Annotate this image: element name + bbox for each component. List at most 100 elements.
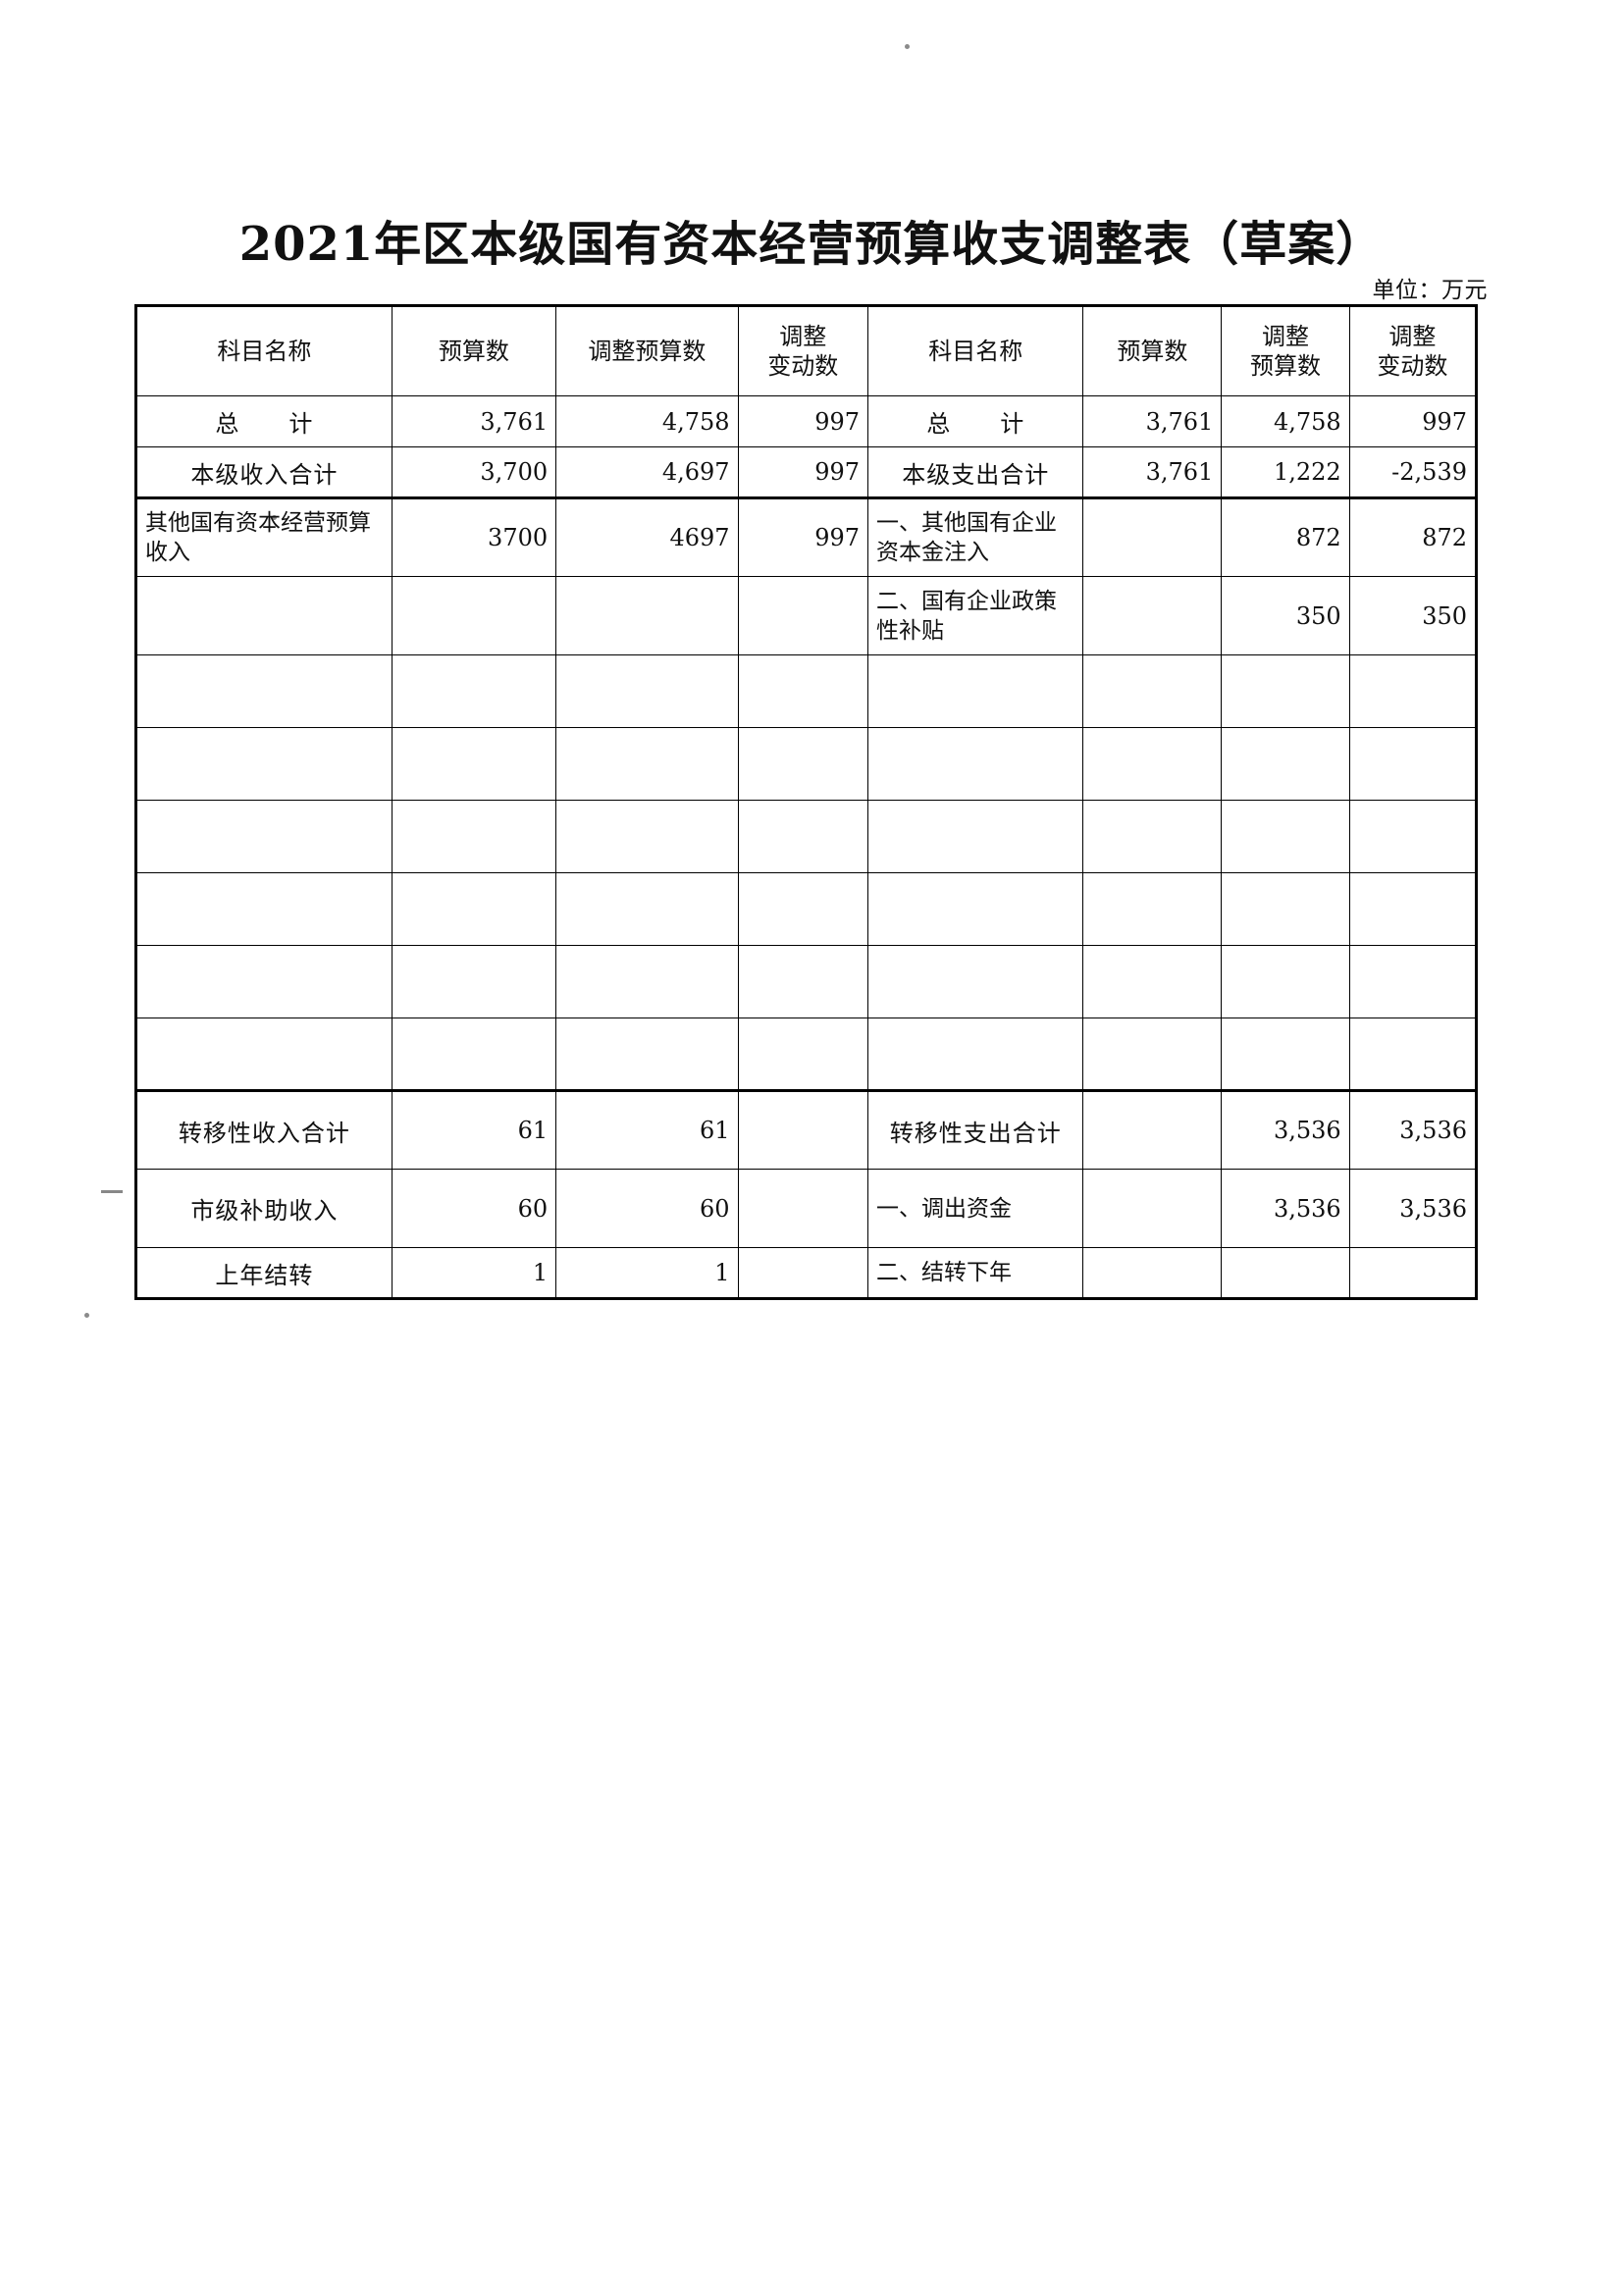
cell-right-budget [1082,576,1223,655]
table-row: 上年结转 1 1 二、结转下年 [135,1247,1478,1299]
cell-right-change: 350 [1348,576,1478,655]
table-row [135,800,1478,873]
cell-right-adjusted-budget: 3,536 [1221,1169,1350,1248]
cell-left-budget: 3700 [391,497,557,577]
cell-right-change: -2,539 [1348,446,1478,499]
cell-right-adjusted-budget [1221,1247,1350,1299]
cell-right-budget [1082,945,1223,1018]
header-left-budget: 预算数 [391,305,557,396]
cell-right-name [867,1018,1084,1092]
table-row: 本级收入合计 3,700 4,697 997 本级支出合计 3,761 1,222 -2,53… [135,446,1478,499]
cell-left-name [135,576,393,655]
cell-left-change [737,1169,869,1248]
cell-right-adjusted-budget [1221,654,1350,728]
cell-right-name: 本级支出合计 [867,446,1084,499]
cell-left-budget [391,872,557,946]
cell-right-name: 一、调出资金 [867,1169,1084,1248]
cell-left-change: 997 [737,446,869,499]
cell-right-change [1348,1247,1478,1299]
cell-left-change [737,576,869,655]
cell-right-adjusted-budget: 4,758 [1221,395,1350,447]
scan-artifact-bottom-left [84,1313,89,1318]
cell-right-name [867,945,1084,1018]
cell-left-name: 转移性收入合计 [135,1090,393,1170]
cell-left-change [737,1018,869,1092]
cell-left-budget: 61 [391,1090,557,1170]
cell-right-adjusted-budget: 350 [1221,576,1350,655]
cell-left-adjusted-budget: 4697 [555,497,739,577]
cell-left-adjusted-budget [555,872,739,946]
table-row: 总 计 3,761 4,758 997 总 计 3,761 4,758 997 [135,395,1478,447]
cell-left-name: 上年结转 [135,1247,393,1299]
cell-right-budget: 3,761 [1082,395,1223,447]
header-row: 科目名称 预算数 调整预算数 调整 变动数 科目名称 预算数 调整 预算数 调整… [135,305,1478,396]
cell-left-change [737,654,869,728]
cell-right-change: 3,536 [1348,1169,1478,1248]
cell-right-name: 总 计 [867,395,1084,447]
cell-right-change: 997 [1348,395,1478,447]
page-title: 2021年区本级国有资本经营预算收支调整表（草案） [238,217,1385,273]
table-row: 其他国有资本经营预算收入 3700 4697 997 一、其他国有企业资本金注入 872 8… [135,497,1478,577]
cell-left-adjusted-budget: 60 [555,1169,739,1248]
cell-right-budget [1082,800,1223,873]
cell-left-adjusted-budget [555,654,739,728]
cell-right-change [1348,945,1478,1018]
cell-left-adjusted-budget [555,945,739,1018]
cell-left-adjusted-budget: 4,697 [555,446,739,499]
table-row [135,945,1478,1018]
cell-left-change [737,727,869,801]
cell-right-adjusted-budget: 3,536 [1221,1090,1350,1170]
cell-left-name: 其他国有资本经营预算收入 [135,497,393,577]
scan-artifact-lower-left [101,1190,123,1193]
cell-left-budget: 60 [391,1169,557,1248]
cell-right-budget [1082,1169,1223,1248]
cell-left-adjusted-budget [555,576,739,655]
cell-left-name: 市级补助收入 [135,1169,393,1248]
cell-left-budget [391,800,557,873]
cell-right-budget [1082,654,1223,728]
cell-right-change: 872 [1348,497,1478,577]
cell-left-name [135,1018,393,1092]
header-right-change-line1: 调整 [1388,323,1437,350]
header-right-change-line2: 变动数 [1377,352,1448,380]
header-right-adjusted-line1: 调整 [1262,323,1309,350]
cell-right-name [867,727,1084,801]
cell-left-name: 本级收入合计 [135,446,393,499]
cell-left-name: 总 计 [135,395,393,447]
budget-table-container: 科目名称 预算数 调整预算数 调整 变动数 科目名称 预算数 调整 预算数 调整… [134,304,1478,1300]
header-left-name: 科目名称 [135,305,393,396]
cell-right-budget [1082,1090,1223,1170]
budget-adjustment-table: 科目名称 预算数 调整预算数 调整 变动数 科目名称 预算数 调整 预算数 调整… [134,304,1478,1300]
cell-left-adjusted-budget: 4,758 [555,395,739,447]
table-body: 总 计 3,761 4,758 997 总 计 3,761 4,758 997 本级收入合计 3,… [135,395,1478,1299]
table-row [135,727,1478,801]
cell-left-budget [391,654,557,728]
table-row: 市级补助收入 60 60 一、调出资金 3,536 3,536 [135,1169,1478,1248]
cell-left-change: 997 [737,497,869,577]
cell-left-adjusted-budget [555,800,739,873]
header-left-change-line1: 调整 [779,323,827,350]
table-row [135,1018,1478,1092]
unit-label: 单位：万元 [1372,278,1488,303]
cell-right-adjusted-budget [1221,800,1350,873]
cell-right-budget [1082,497,1223,577]
header-left-change-line2: 变动数 [767,352,839,380]
cell-left-change [737,1090,869,1170]
cell-left-budget [391,1018,557,1092]
cell-right-adjusted-budget [1221,727,1350,801]
cell-right-adjusted-budget [1221,872,1350,946]
cell-right-adjusted-budget: 1,222 [1221,446,1350,499]
cell-left-budget [391,727,557,801]
cell-left-budget: 3,700 [391,446,557,499]
table-row [135,872,1478,946]
header-left-adjusted-budget: 调整预算数 [555,305,739,396]
cell-left-name [135,872,393,946]
cell-right-name: 一、其他国有企业资本金注入 [867,497,1084,577]
cell-right-budget: 3,761 [1082,446,1223,499]
cell-left-change: 997 [737,395,869,447]
cell-right-name: 二、结转下年 [867,1247,1084,1299]
cell-left-adjusted-budget: 1 [555,1247,739,1299]
cell-left-name [135,654,393,728]
cell-right-adjusted-budget: 872 [1221,497,1350,577]
cell-right-name: 二、国有企业政策性补贴 [867,576,1084,655]
